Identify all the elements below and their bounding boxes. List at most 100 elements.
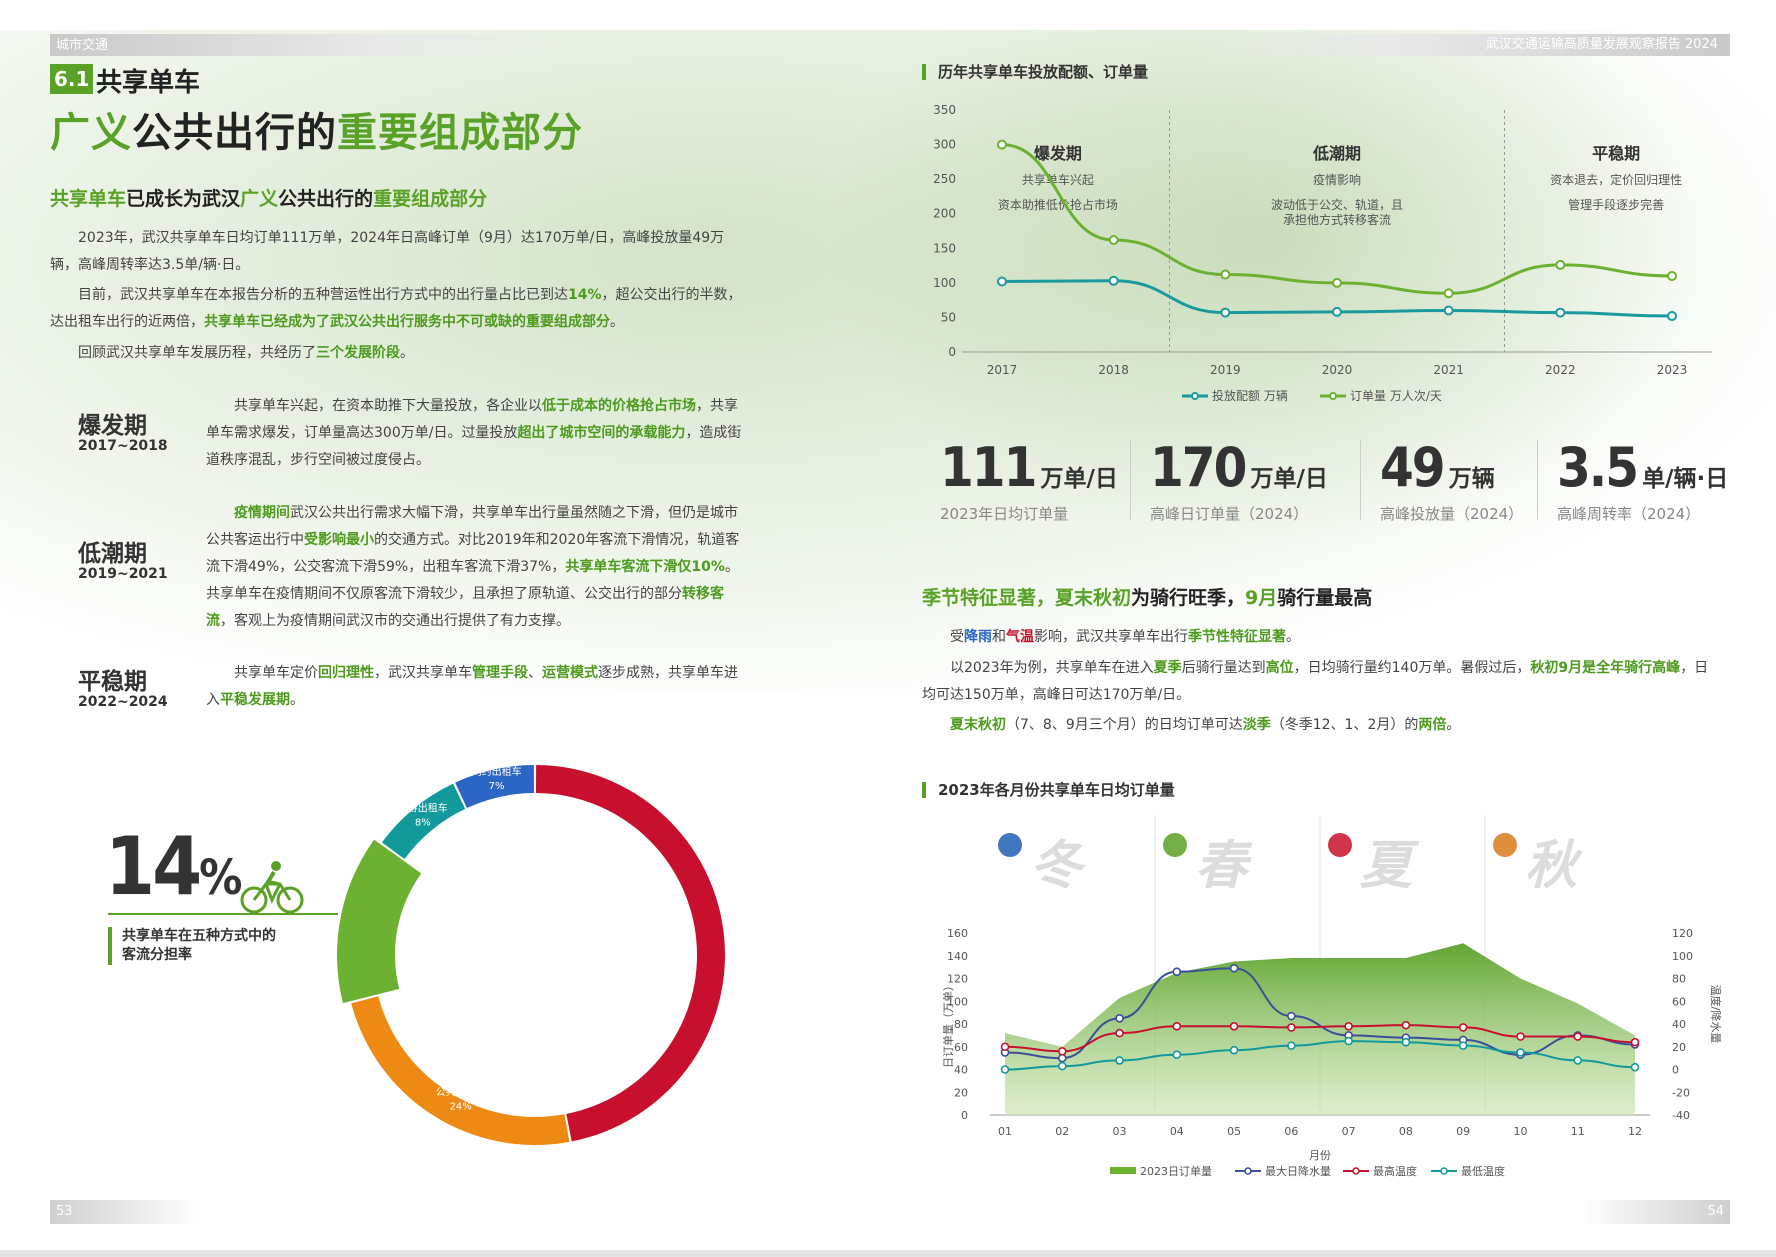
chart2-point-3-11	[1630, 1062, 1640, 1072]
phase2-t2: 武汉公共出行需求大幅下滑，共享单车出行量虽然随之下滑，但仍是城市公共客运出行中	[206, 505, 738, 548]
phase2-t5: 共享单车客流下滑仅10%	[565, 559, 725, 575]
donut-caption: 共享单车在五种方式中的 客流分担率	[108, 927, 276, 965]
chart2-line-1	[1004, 967, 1636, 1060]
phase1-t4: 超出了城市空间的承载能力	[517, 425, 686, 441]
chart2-point-3-2	[1115, 1056, 1124, 1065]
season-p2d: 高位	[1265, 660, 1294, 676]
chart2-point-3-0	[1000, 1065, 1010, 1074]
chart2-season-0: 冬	[1030, 836, 1087, 896]
season-heading: 季节特征显著，夏末秋初为骑行旺季，9月骑行量最高	[922, 583, 1372, 610]
donut-slice-label-3: 8%	[415, 817, 431, 828]
chart1-point-0-5	[1555, 307, 1566, 318]
donut-big-number: 14%	[105, 820, 242, 913]
phase3-t3: ，武汉共享单车	[374, 665, 472, 681]
intro-p2d: 共享单车已经成为了武汉公共出行服务中不可或缺的重要组成部分	[204, 314, 610, 330]
chart2-point-3-10	[1573, 1056, 1583, 1065]
phase-3-years: 2022~2024	[78, 694, 168, 710]
chart2-point-3-6	[1344, 1036, 1353, 1046]
phase2-t3: 受影响最小	[304, 532, 374, 548]
chart1-phase-title-0: 爆发期	[1034, 144, 1082, 163]
kpi-unit: 万辆	[1448, 466, 1495, 492]
chart2-ytick-right-4: 40	[1672, 1018, 1686, 1031]
chart1-legend-text-0: 投放配额 万辆	[1212, 388, 1288, 403]
chart2-ytick-left-3: 60	[954, 1041, 968, 1054]
chart1-ytick-1: 50	[941, 310, 956, 324]
phase2-t7: 转移客流	[206, 586, 724, 629]
title-part2: 公共出行的	[132, 110, 337, 156]
chart1-xtick-1: 2018	[1098, 363, 1129, 377]
phase3-t6: 运营模式	[542, 665, 598, 681]
chart2-ytick-right-3: 20	[1672, 1041, 1686, 1054]
chart2-point-3-4	[1229, 1045, 1239, 1055]
donut-slice-label-4: 7%	[489, 781, 505, 792]
chart1-phase-l2-2: 管理手段逐步完善	[1568, 197, 1664, 212]
season-p3c: 淡季	[1242, 717, 1271, 733]
chart2-point-2-0	[1000, 1042, 1010, 1052]
season-p2f: 秋初9月是全年骑行高峰	[1530, 660, 1681, 676]
phase3-t5: 、	[528, 665, 542, 681]
chart2-legend-text-1: 最大日降水量	[1265, 1164, 1331, 1178]
season-h3: 为骑行旺季，	[1131, 587, 1246, 609]
header-left: 城市交通	[50, 34, 570, 56]
chart2-xtick-2: 03	[1113, 1125, 1127, 1138]
chart1-point-1-0	[997, 139, 1007, 150]
page-number-left: 53	[50, 1200, 200, 1224]
phase-2-years: 2019~2021	[78, 566, 168, 582]
intro-paragraph-1: 2023年，武汉共享单车日均订单111万单，2024年日高峰订单（9月）达170…	[50, 230, 725, 273]
chart2-point-3-8	[1458, 1041, 1468, 1050]
chart2-point-2-1	[1057, 1047, 1067, 1056]
donut-slice-name-4: 网约出租车	[472, 765, 522, 778]
phase2-t1: 疫情期间	[234, 505, 290, 521]
donut-caption-line1: 共享单车在五种方式中的	[122, 928, 276, 944]
chart2-point-2-11	[1630, 1037, 1640, 1047]
phase-1-years: 2017~2018	[78, 438, 168, 454]
season-p3f: 。	[1446, 717, 1461, 733]
chart2-point-3-1	[1057, 1061, 1067, 1071]
chart1-point-1-6	[1667, 270, 1677, 281]
kpi-separator	[1537, 440, 1538, 520]
chart1-point-0-1	[1108, 275, 1119, 286]
donut-slice-2	[336, 839, 422, 1004]
chart1-legend-text-1: 订单量 万人次/天	[1350, 389, 1442, 403]
intro-p3c: 。	[400, 345, 414, 361]
chart2-ytick-left-4: 80	[954, 1018, 968, 1031]
chart2-xtick-8: 09	[1456, 1125, 1470, 1138]
season-icon-2	[1328, 833, 1352, 857]
chart2-legend-text-3: 最低温度	[1461, 1164, 1505, 1178]
chart1-point-1-1	[1108, 234, 1119, 245]
phase3-t2: 回归理性	[318, 665, 374, 681]
chart2-ytick-left-2: 40	[954, 1064, 968, 1077]
chart2-title: 2023年各月份共享单车日均订单量	[922, 782, 1175, 798]
chart2-xtick-7: 08	[1399, 1125, 1413, 1138]
page-title: 广义公共出行的重要组成部分	[50, 100, 583, 158]
season-p2b: 夏季	[1153, 660, 1182, 676]
chart1-phase-title-2: 平稳期	[1592, 144, 1640, 163]
chart1-xtick-2: 2019	[1210, 363, 1241, 377]
chart2-season-3: 秋	[1525, 836, 1583, 896]
chart2-point-3-7	[1401, 1037, 1411, 1047]
chart1-svg: 0 50 100 150 200 250 300 350 2017 2018 2019 2020 202…	[933, 103, 1712, 403]
chart2-ytick-left-7: 140	[947, 950, 968, 963]
kpi-2: 49 万辆 高峰投放量（2024）	[1380, 436, 1523, 524]
kpi-number: 111	[940, 436, 1037, 499]
chart2-xtick-6: 07	[1342, 1125, 1356, 1138]
chart2-legend-dot-2	[1352, 1167, 1360, 1175]
chart2-point-2-7	[1401, 1020, 1411, 1030]
season-p1b: 降雨	[964, 629, 992, 645]
intro-p3b: 三个发展阶段	[316, 345, 400, 361]
chart1-phase-l2-1: 波动低于公交、轨道，且	[1271, 197, 1403, 212]
intro-p3a: 回顾武汉共享单车发展历程，共经历了	[78, 345, 316, 361]
chart2-point-1-2	[1115, 1014, 1124, 1023]
chart2-xtick-1: 02	[1055, 1125, 1069, 1138]
season-icon-3	[1493, 833, 1517, 857]
chart2-xtick-11: 12	[1628, 1125, 1642, 1138]
phase3-t1: 共享单车定价	[234, 665, 318, 681]
chart1-ytick-2: 100	[933, 276, 956, 290]
page-number-right: 54	[1580, 1200, 1730, 1224]
chart1-point-0-2	[1220, 307, 1231, 318]
chart2-ylabel-right: 温度/降水量	[1709, 985, 1723, 1044]
season-p3b: （7、8、9月三个月）的日均订单可达	[1006, 717, 1243, 733]
chart2-svg: 冬春夏秋020406080100120140160-40-20020406080…	[942, 815, 1723, 1178]
season-h1: 季节特征显著，	[922, 587, 1056, 609]
chart1-point-0-6	[1667, 311, 1677, 322]
